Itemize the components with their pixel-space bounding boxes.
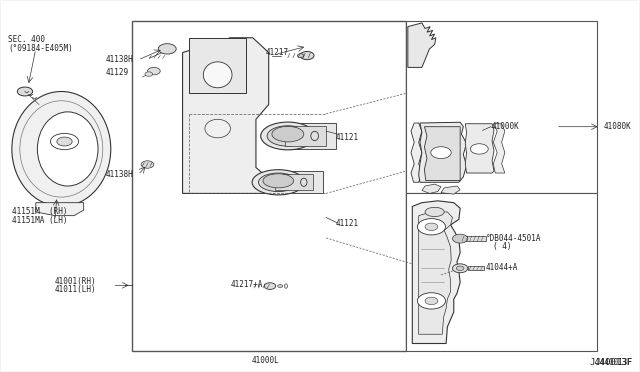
Ellipse shape xyxy=(204,62,232,88)
Text: (°09184-E405M): (°09184-E405M) xyxy=(8,44,73,53)
Bar xyxy=(406,21,597,193)
Ellipse shape xyxy=(300,51,314,60)
Bar xyxy=(275,171,323,193)
Circle shape xyxy=(417,219,445,235)
Polygon shape xyxy=(441,186,460,194)
Ellipse shape xyxy=(298,54,304,57)
Text: J440013F: J440013F xyxy=(589,357,632,366)
Circle shape xyxy=(431,147,451,158)
Ellipse shape xyxy=(259,173,298,192)
Polygon shape xyxy=(493,124,505,173)
Polygon shape xyxy=(412,201,460,343)
Bar xyxy=(468,266,484,270)
Text: 41151M  (RH): 41151M (RH) xyxy=(12,208,68,217)
Ellipse shape xyxy=(301,178,307,186)
Circle shape xyxy=(17,87,33,96)
Text: 41217: 41217 xyxy=(266,48,289,57)
Ellipse shape xyxy=(311,131,319,141)
Circle shape xyxy=(470,144,488,154)
Polygon shape xyxy=(411,123,422,182)
Ellipse shape xyxy=(252,170,305,195)
Text: 41129: 41129 xyxy=(106,68,129,77)
Ellipse shape xyxy=(284,284,287,288)
Circle shape xyxy=(425,223,438,231)
Ellipse shape xyxy=(263,174,294,188)
Polygon shape xyxy=(36,203,84,216)
Bar xyxy=(406,193,597,351)
Polygon shape xyxy=(419,212,452,334)
Circle shape xyxy=(141,161,154,168)
Ellipse shape xyxy=(12,92,111,206)
Ellipse shape xyxy=(425,207,444,217)
Circle shape xyxy=(145,72,152,76)
Circle shape xyxy=(147,67,160,75)
Ellipse shape xyxy=(278,285,283,288)
Text: 41000K: 41000K xyxy=(492,122,520,131)
Ellipse shape xyxy=(260,122,315,150)
Polygon shape xyxy=(465,124,494,173)
Ellipse shape xyxy=(267,126,308,146)
Text: 41044+A: 41044+A xyxy=(486,263,518,272)
Text: 41001(RH): 41001(RH) xyxy=(55,277,97,286)
Text: 41000L: 41000L xyxy=(252,356,280,365)
Polygon shape xyxy=(189,38,246,93)
Text: 41217+A: 41217+A xyxy=(230,280,263,289)
Ellipse shape xyxy=(272,126,304,142)
Bar xyxy=(275,174,314,190)
Polygon shape xyxy=(408,23,436,67)
Text: 41121: 41121 xyxy=(336,219,359,228)
Text: ( 4): ( 4) xyxy=(493,241,512,250)
Circle shape xyxy=(452,234,468,243)
Circle shape xyxy=(57,137,72,146)
Circle shape xyxy=(417,293,445,309)
Polygon shape xyxy=(419,122,467,182)
Circle shape xyxy=(456,266,464,270)
Ellipse shape xyxy=(37,112,98,186)
Text: °DB044-4501A: °DB044-4501A xyxy=(486,234,541,243)
Polygon shape xyxy=(424,127,460,180)
Circle shape xyxy=(452,264,468,273)
Bar xyxy=(285,126,326,145)
Polygon shape xyxy=(422,184,441,193)
Bar xyxy=(131,21,406,351)
Circle shape xyxy=(51,134,79,150)
Text: 41138H: 41138H xyxy=(106,55,134,64)
Polygon shape xyxy=(182,38,269,193)
Bar xyxy=(285,123,336,149)
Bar xyxy=(460,236,486,241)
Circle shape xyxy=(425,297,438,305)
Ellipse shape xyxy=(264,283,276,289)
Text: 41138H: 41138H xyxy=(106,170,134,179)
Text: 41121: 41121 xyxy=(336,133,359,142)
Text: 41151MA (LH): 41151MA (LH) xyxy=(12,216,68,225)
Text: 41080K: 41080K xyxy=(604,122,632,131)
Circle shape xyxy=(158,44,176,54)
Text: SEC. 400: SEC. 400 xyxy=(8,35,45,44)
Text: J440013F: J440013F xyxy=(595,357,632,366)
Ellipse shape xyxy=(205,119,230,138)
Text: 41011(LH): 41011(LH) xyxy=(55,285,97,294)
